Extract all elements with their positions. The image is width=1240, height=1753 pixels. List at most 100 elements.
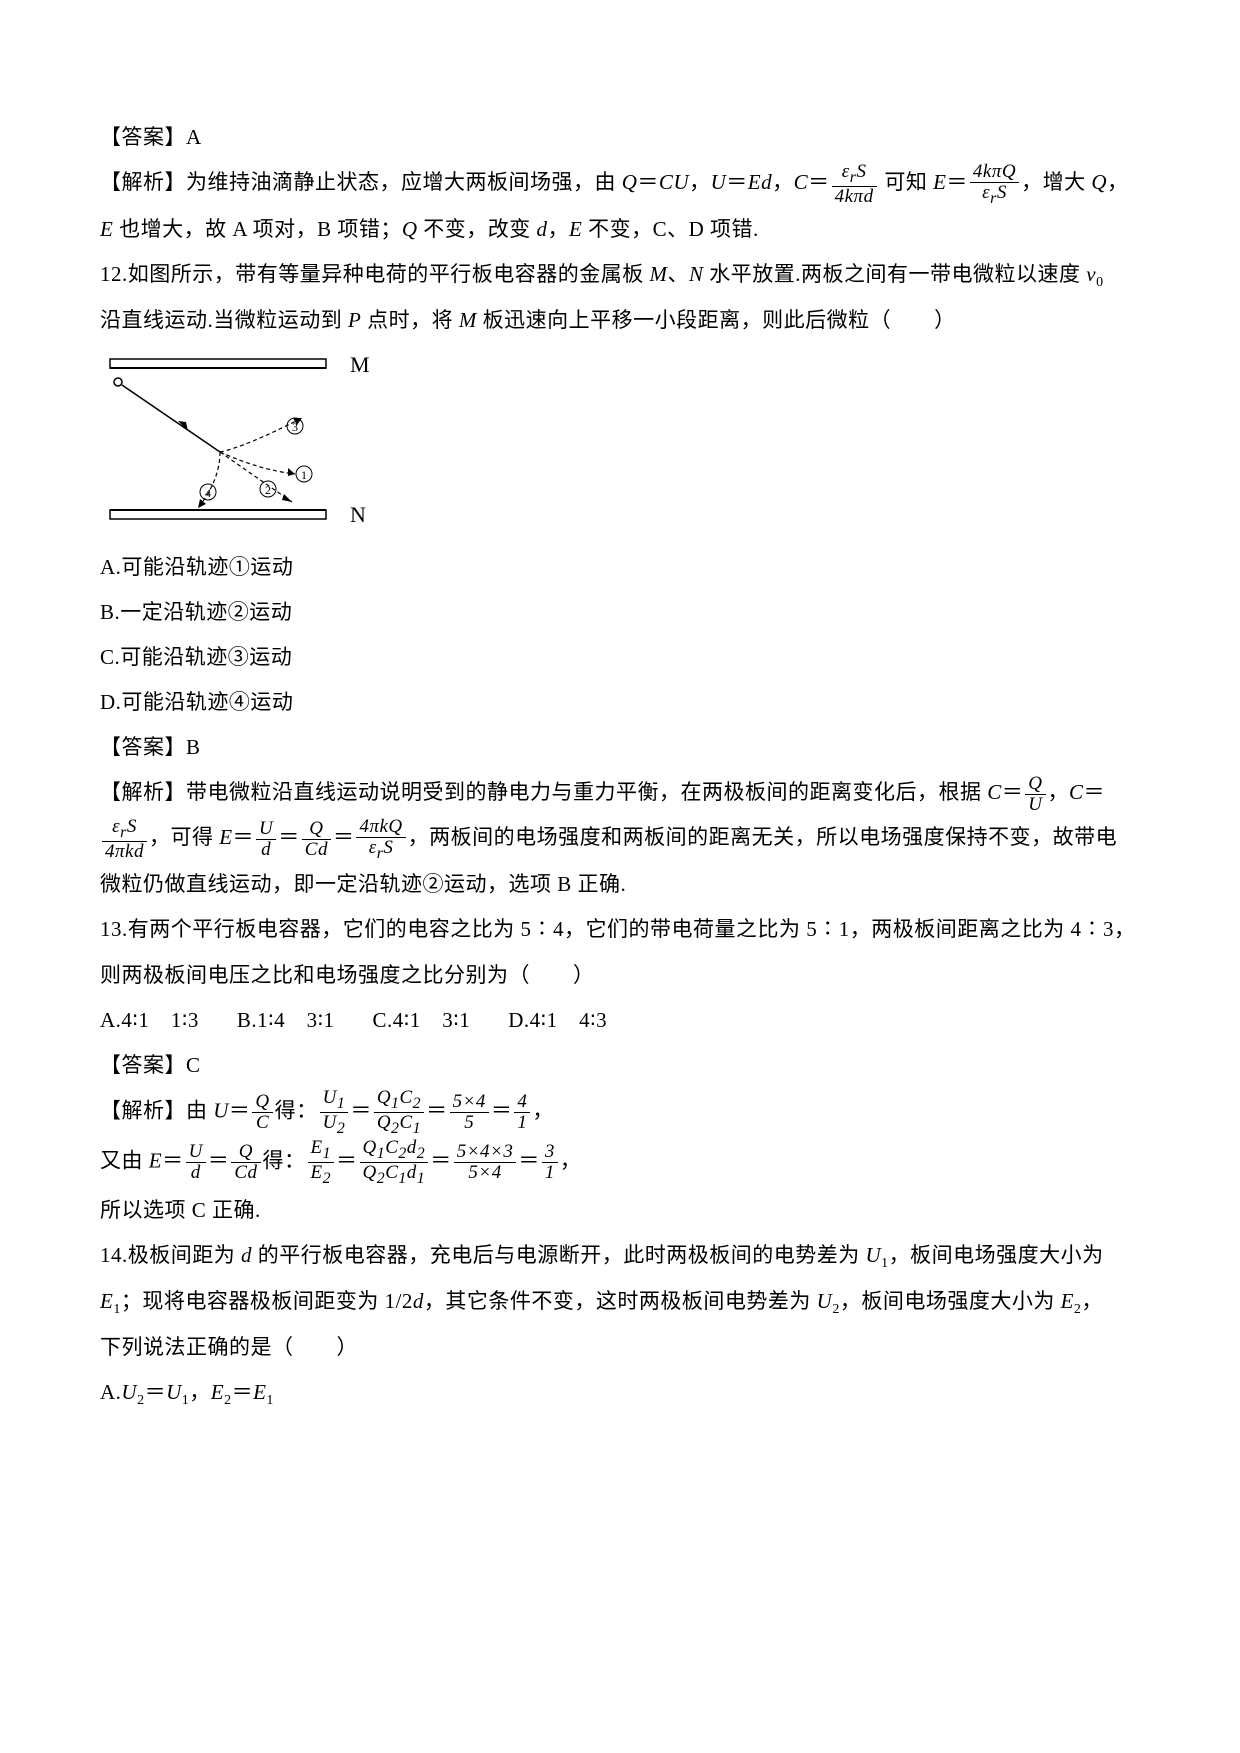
comma: ，	[189, 1380, 211, 1404]
var-U: U	[711, 170, 727, 194]
text: ，板间电场强度大小为	[840, 1289, 1061, 1313]
text: 【解析】为维持油滴静止状态，应增大两板间场强，由	[100, 170, 622, 194]
eq: ＝	[491, 1099, 513, 1123]
var-U: U	[213, 1099, 229, 1123]
var-C: C	[987, 780, 1002, 804]
text: 沿直线运动.当微粒运动到	[100, 308, 348, 332]
var-U2: U	[121, 1380, 137, 1404]
text: A.	[100, 1380, 121, 1404]
q13-line1: 13.有两个平行板电容器，它们的电容之比为 5∶4，它们的带电荷量之比为 5∶1…	[100, 907, 1140, 952]
var-C: C	[794, 170, 809, 194]
var-E2: E	[211, 1380, 224, 1404]
text: 又由	[100, 1149, 149, 1173]
q14-line3: 下列说法正确的是（ ）	[100, 1325, 1140, 1370]
frac-4-1: 41	[514, 1092, 530, 1133]
frac-4kpiQ: 4kπQεrS	[970, 162, 1019, 207]
text: 的平行板电容器，充电后与电源断开，此时两极板间的电势差为	[252, 1243, 866, 1267]
comma: ，	[1048, 780, 1070, 804]
var-E2: E	[1061, 1289, 1074, 1313]
var-E: E	[100, 217, 113, 241]
var-C: C	[659, 170, 674, 194]
var-P: P	[348, 308, 361, 332]
comma: ，	[772, 170, 794, 194]
text: 点时，将	[361, 308, 459, 332]
var-d: d	[241, 1243, 252, 1267]
q12-optC: C.可能沿轨迹③运动	[100, 635, 1140, 680]
eq: ＝	[229, 1099, 251, 1123]
frac-4pikQ: 4πkQεrS	[356, 817, 405, 862]
var-E1: E	[100, 1289, 113, 1313]
frac-esS: εrS4πkd	[102, 817, 147, 862]
answer-13-explain-line2: 又由 E＝Ud＝QCd得：E1E2＝Q1C2d2Q2C1d1＝5×4×35×4＝…	[100, 1138, 1140, 1188]
eq: ＝	[726, 170, 748, 194]
var-E1: E	[253, 1380, 266, 1404]
eq: ＝	[336, 1149, 358, 1173]
eq: ＝	[430, 1149, 452, 1173]
frac-Q1C2d2: Q1C2d2Q2C1d1	[360, 1138, 429, 1188]
var-U1: U	[866, 1243, 882, 1267]
var-C: C	[1069, 780, 1084, 804]
comma: ，	[548, 217, 570, 241]
q12-optB: B.一定沿轨迹②运动	[100, 590, 1140, 635]
q12-optA: A.可能沿轨迹①运动	[100, 545, 1140, 590]
q13-optC: C.4∶1 3∶1	[373, 1008, 471, 1032]
frac-Q1C2: Q1C2Q2C1	[374, 1088, 424, 1138]
frac-5x4-5: 5×45	[450, 1092, 489, 1133]
q13-optD: D.4∶1 4∶3	[508, 1008, 607, 1032]
eq: ＝	[208, 1149, 230, 1173]
eq: ＝	[145, 1380, 167, 1404]
frac-QCd: QCd	[302, 819, 331, 860]
answer-12-label: 【答案】B	[100, 725, 1140, 770]
text: 不变，改变	[418, 217, 537, 241]
var-E: E	[219, 825, 232, 849]
eq: ＝	[350, 1099, 372, 1123]
q14-optA: A.U2＝U1，E2＝E1	[100, 1370, 1140, 1416]
frac-QU: QU	[1025, 774, 1045, 815]
text: 【解析】带电微粒沿直线运动说明受到的静电力与重力平衡，在两极板间的距离变化后，根…	[100, 780, 987, 804]
var-U: U	[673, 170, 689, 194]
eq: ＝	[162, 1149, 184, 1173]
answer-12-explain-line2: εrS4πkd，可得 E＝Ud＝QCd＝4πkQεrS，两板间的电场强度和两板间…	[100, 815, 1140, 862]
svg-text:N: N	[350, 502, 366, 527]
answer-11-explain-line1: 【解析】为维持油滴静止状态，应增大两板间场强，由 Q＝CU，U＝Ed，C＝εrS…	[100, 160, 1140, 207]
var-d: d	[413, 1289, 424, 1313]
text: ，可得	[149, 825, 219, 849]
var-M: M	[459, 308, 477, 332]
var-U1: U	[166, 1380, 182, 1404]
frac-QC: QC	[252, 1092, 272, 1133]
q12-diagram: M N 1 2 3 4	[100, 352, 1140, 537]
svg-text:2: 2	[265, 483, 271, 497]
text: 可知	[879, 170, 934, 194]
frac-esS: εrS4kπd	[832, 162, 877, 207]
text: 水平放置.两板之间有一带电微粒以速度	[704, 262, 1087, 286]
var-d: d	[761, 170, 772, 194]
text: 14.极板间距为	[100, 1243, 241, 1267]
answer-12-explain-line1: 【解析】带电微粒沿直线运动说明受到的静电力与重力平衡，在两极板间的距离变化后，根…	[100, 770, 1140, 815]
q13-optA: A.4∶1 1∶3	[100, 1008, 199, 1032]
svg-text:1: 1	[301, 468, 307, 482]
q14-line1: 14.极板间距为 d 的平行板电容器，充电后与电源断开，此时两极板间的电势差为 …	[100, 1233, 1140, 1279]
frac-U1U2: U1U2	[320, 1088, 349, 1138]
text: 板迅速向上平移一小段距离，则此后微粒（ ）	[477, 308, 956, 332]
eq: ＝	[333, 825, 355, 849]
svg-text:3: 3	[292, 420, 298, 434]
var-d: d	[537, 217, 548, 241]
eq: ＝	[1084, 780, 1106, 804]
q12-optD: D.可能沿轨迹④运动	[100, 680, 1140, 725]
var-N: N	[689, 262, 704, 286]
var-U2: U	[817, 1289, 833, 1313]
frac-QCd: QCd	[231, 1142, 260, 1183]
answer-11-label: 【答案】A	[100, 115, 1140, 160]
text: 12.如图所示，带有等量异种电荷的平行板电容器的金属板	[100, 262, 650, 286]
answer-12-explain-line3: 微粒仍做直线运动，即一定沿轨迹②运动，选项 B 正确.	[100, 862, 1140, 907]
var-M: M	[650, 262, 668, 286]
var-Q: Q	[402, 217, 418, 241]
text: 【解析】由	[100, 1099, 213, 1123]
svg-text:4: 4	[205, 486, 211, 500]
comma: ，	[560, 1149, 582, 1173]
eq: ＝	[637, 170, 659, 194]
page: 【答案】A 【解析】为维持油滴静止状态，应增大两板间场强，由 Q＝CU，U＝Ed…	[0, 0, 1240, 1753]
eq: ＝	[232, 1380, 254, 1404]
var-E: E	[748, 170, 761, 194]
answer-13-label: 【答案】C	[100, 1043, 1140, 1088]
